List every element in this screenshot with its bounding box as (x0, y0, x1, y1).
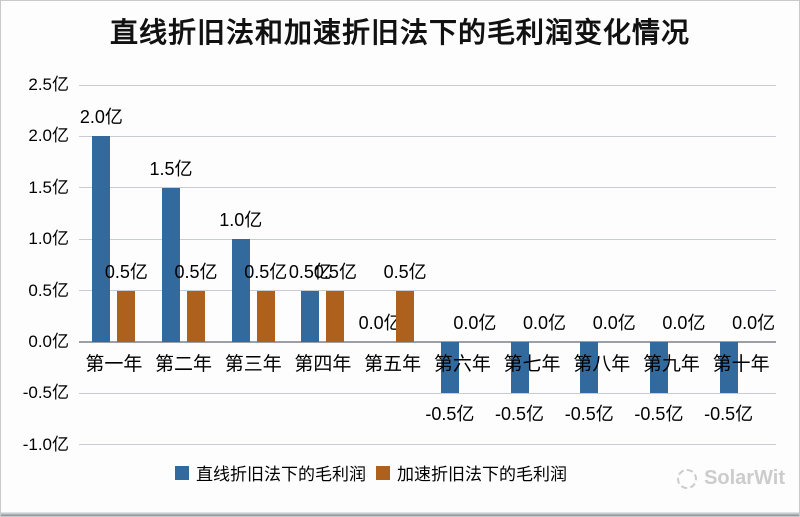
bar-straight-line-profit (719, 342, 738, 394)
gridline (79, 135, 776, 137)
y-axis-tick-label: 0.0亿 (28, 332, 69, 351)
data-label: 0.5亿 (244, 261, 288, 282)
data-label: 0.0亿 (662, 313, 706, 333)
data-label: 2.0亿 (79, 107, 123, 128)
data-label: 0.0亿 (453, 313, 497, 333)
x-axis-line (79, 341, 776, 343)
data-label: -0.5亿 (564, 404, 614, 425)
bar-accelerated-profit (187, 290, 206, 342)
gridline (79, 238, 776, 240)
data-label: 0.5亿 (313, 261, 357, 282)
x-axis-category-label: 第八年 (573, 354, 631, 375)
x-axis-category-label: 第十年 (712, 354, 770, 375)
bar-accelerated-profit (326, 290, 345, 342)
bar-accelerated-profit (117, 290, 136, 342)
bar-straight-line-profit (92, 136, 111, 342)
y-axis-tick-label: 2.5亿 (28, 75, 69, 94)
data-label: 0.0亿 (732, 313, 776, 333)
legend: 直线折旧法下的毛利润 加速折旧法下的毛利润 (1, 460, 741, 485)
y-axis-tick-label: 0.5亿 (28, 280, 69, 300)
legend-label-accelerated: 加速折旧法下的毛利润 (397, 465, 567, 484)
y-axis-tick-label: -0.5亿 (22, 383, 69, 403)
legend-item-accelerated: 加速折旧法下的毛利润 (376, 460, 567, 485)
chart-title: 直线折旧法和加速折旧法下的毛利润变化情况 (109, 18, 690, 49)
x-axis-category-label: 第七年 (503, 354, 561, 375)
y-axis-tick-label: -1.0亿 (22, 434, 69, 454)
data-label: 0.0亿 (358, 313, 402, 333)
bar-straight-line-profit (162, 187, 181, 342)
bar-straight-line-profit (231, 239, 250, 342)
watermark: SolarWit (677, 467, 785, 490)
gridline (79, 187, 776, 189)
data-label: -0.5亿 (425, 404, 475, 425)
y-axis-tick-label: 1.5亿 (28, 177, 69, 197)
watermark-label: SolarWit (704, 467, 785, 489)
legend-swatch-accelerated-icon (376, 465, 390, 480)
gridline (79, 84, 776, 86)
data-label: -0.5亿 (704, 404, 754, 425)
x-axis-category-label: 第一年 (85, 354, 143, 375)
x-axis-category-label: 第四年 (294, 354, 352, 375)
data-label: 0.0亿 (523, 313, 567, 333)
data-label: 0.5亿 (288, 261, 332, 282)
data-label: 1.5亿 (149, 158, 193, 179)
x-axis-category-label: 第二年 (155, 354, 213, 375)
data-label: 0.0亿 (592, 313, 636, 333)
data-label: -0.5亿 (495, 404, 545, 425)
solarwit-logo-icon (677, 468, 698, 489)
bar-straight-line-profit (649, 342, 668, 394)
bar-straight-line-profit (510, 342, 529, 394)
x-axis-category-label: 第五年 (364, 354, 422, 375)
bar-straight-line-profit (301, 290, 320, 342)
data-label: 0.5亿 (383, 261, 427, 282)
x-axis-category-label: 第三年 (224, 354, 282, 375)
x-axis-category-label: 第六年 (433, 354, 491, 375)
legend-label-straight-line: 直线折旧法下的毛利润 (196, 465, 366, 484)
bar-straight-line-profit (580, 342, 599, 394)
gridline (79, 290, 776, 292)
data-label: 0.5亿 (104, 261, 148, 282)
bottom-edge-strip (1, 512, 799, 516)
bar-accelerated-profit (396, 290, 415, 342)
data-label: 0.5亿 (174, 261, 218, 282)
bar-accelerated-profit (256, 290, 275, 342)
x-axis-category-label: 第九年 (642, 354, 700, 375)
gridline (79, 392, 776, 394)
y-axis-tick-label: 1.0亿 (28, 229, 69, 249)
y-axis-tick-label: 2.0亿 (28, 126, 69, 146)
data-label: 1.0亿 (219, 210, 263, 231)
gridline (79, 444, 776, 446)
legend-swatch-straight-line-icon (175, 465, 189, 480)
data-label: -0.5亿 (634, 404, 684, 425)
bar-straight-line-profit (440, 342, 459, 394)
legend-item-straight-line: 直线折旧法下的毛利润 (175, 460, 366, 485)
